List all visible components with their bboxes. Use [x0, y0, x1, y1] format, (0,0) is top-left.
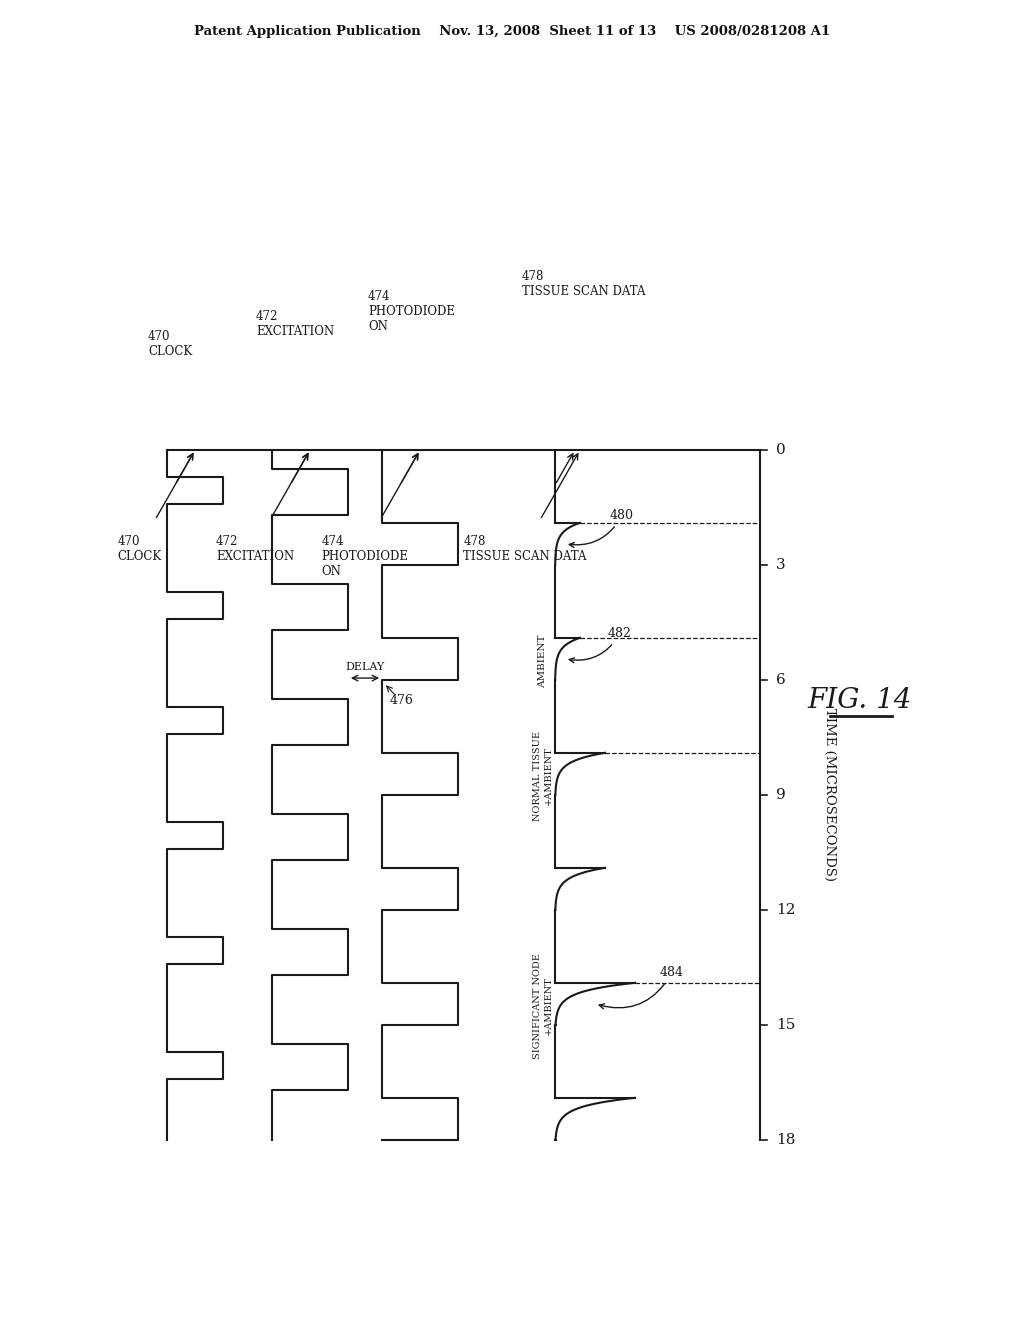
Text: 478
TISSUE SCAN DATA: 478 TISSUE SCAN DATA — [463, 535, 587, 564]
Text: TIME (MICROSECONDS): TIME (MICROSECONDS) — [823, 709, 837, 882]
Text: DELAY: DELAY — [345, 663, 385, 672]
Text: FIG. 14: FIG. 14 — [808, 686, 912, 714]
Text: 472
EXCITATION: 472 EXCITATION — [256, 310, 334, 338]
Text: 476: 476 — [390, 693, 414, 706]
Text: AMBIENT: AMBIENT — [539, 634, 548, 688]
Text: 470
CLOCK: 470 CLOCK — [118, 535, 162, 564]
Text: SIGNIFICANT NODE
+AMBIENT: SIGNIFICANT NODE +AMBIENT — [534, 953, 553, 1059]
Text: 472
EXCITATION: 472 EXCITATION — [216, 535, 294, 564]
Text: 484: 484 — [599, 966, 684, 1008]
Text: NORMAL TISSUE
+AMBIENT: NORMAL TISSUE +AMBIENT — [534, 731, 553, 821]
Text: 6: 6 — [776, 673, 785, 686]
Text: 478
TISSUE SCAN DATA: 478 TISSUE SCAN DATA — [522, 271, 645, 298]
Text: 0: 0 — [776, 444, 785, 457]
Text: 480: 480 — [569, 510, 634, 548]
Text: 18: 18 — [776, 1133, 796, 1147]
Text: Patent Application Publication    Nov. 13, 2008  Sheet 11 of 13    US 2008/02812: Patent Application Publication Nov. 13, … — [194, 25, 830, 38]
Text: 474
PHOTODIODE
ON: 474 PHOTODIODE ON — [322, 535, 409, 578]
Text: 3: 3 — [776, 558, 785, 572]
Text: 470
CLOCK: 470 CLOCK — [148, 330, 193, 358]
Text: 15: 15 — [776, 1018, 796, 1032]
Text: 474
PHOTODIODE
ON: 474 PHOTODIODE ON — [368, 290, 455, 333]
Text: 482: 482 — [569, 627, 632, 663]
Text: 9: 9 — [776, 788, 785, 803]
Text: 12: 12 — [776, 903, 796, 917]
